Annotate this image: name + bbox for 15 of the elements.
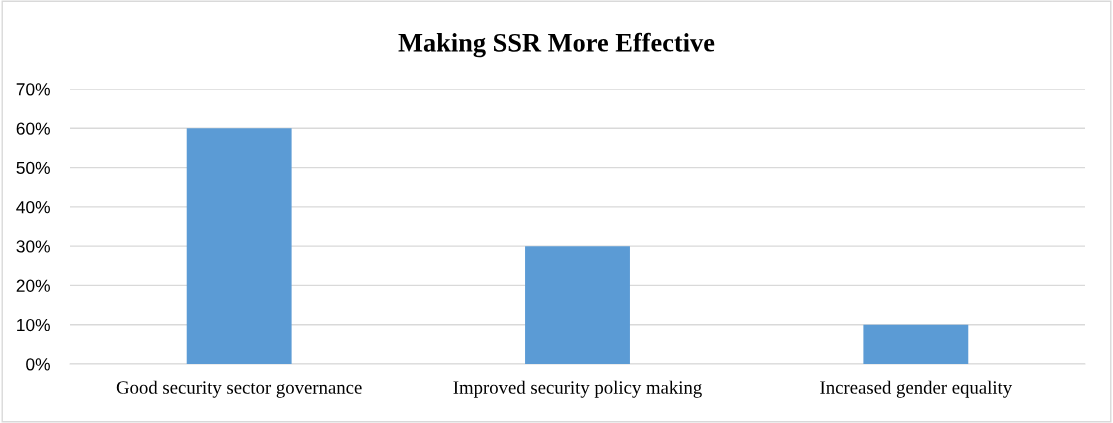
- x-tick-label: Increased gender equality: [820, 380, 1013, 398]
- y-tick-label: 20%: [16, 279, 50, 292]
- bar: [863, 324, 969, 364]
- y-tick-label: 10%: [17, 318, 50, 332]
- y-tick-label: 50%: [16, 161, 50, 175]
- y-tick-label: 40%: [16, 201, 50, 214]
- chart-title: Making SSR More Effective: [398, 32, 715, 58]
- y-tick-label: 30%: [16, 240, 50, 253]
- bar: [186, 128, 292, 364]
- y-tick-label: 70%: [16, 83, 50, 96]
- x-tick-label: Improved security policy making: [453, 380, 702, 398]
- y-tick-label: 60%: [16, 122, 50, 135]
- bar: [525, 246, 630, 364]
- x-tick-label: Good security sector governance: [116, 380, 362, 398]
- y-tick-label: 0%: [26, 358, 50, 371]
